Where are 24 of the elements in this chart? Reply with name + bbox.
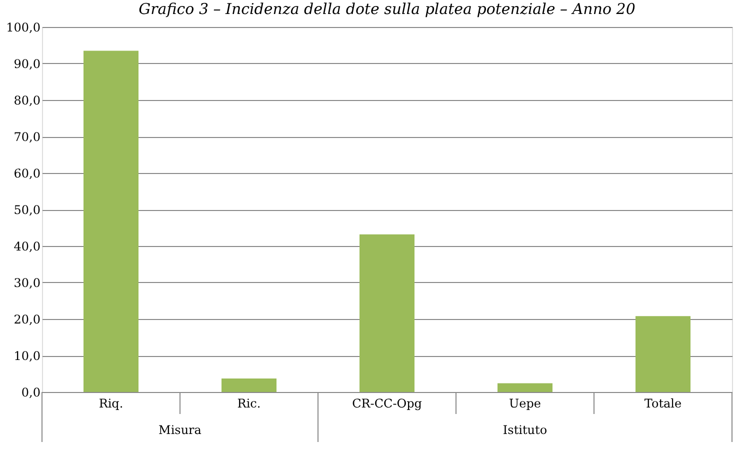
y-tick-label: 50,0 — [14, 203, 40, 217]
bar — [498, 383, 552, 392]
y-tick-label: 100,0 — [6, 20, 40, 34]
x-tick-label: Ric. — [237, 396, 261, 410]
y-tick-label: 60,0 — [14, 166, 40, 180]
y-tick-label: 0,0 — [21, 386, 40, 400]
text: Istituto — [502, 423, 548, 437]
bar — [222, 378, 276, 392]
y-tick-label: 10,0 — [14, 349, 40, 363]
y-tick-label: 30,0 — [14, 276, 40, 290]
text: Misura — [158, 423, 202, 437]
x-tick-label: Riq. — [98, 396, 124, 410]
bar — [84, 50, 138, 392]
bar — [636, 316, 690, 392]
bar — [360, 234, 414, 392]
y-tick-label: 40,0 — [14, 240, 40, 254]
chart-title: Grafico 3 – Incidenza della dote sulla platea potenziale – Anno 20 — [138, 0, 636, 18]
x-tick-label: CR-CC-Opg — [352, 396, 422, 410]
y-tick-label: 20,0 — [14, 312, 40, 326]
y-tick-label: 80,0 — [14, 94, 40, 108]
x-tick-label: Totale — [644, 396, 682, 410]
y-tick-label: 90,0 — [14, 57, 40, 71]
y-tick-label: 70,0 — [14, 130, 40, 144]
x-tick-label: Uepe — [509, 396, 541, 410]
